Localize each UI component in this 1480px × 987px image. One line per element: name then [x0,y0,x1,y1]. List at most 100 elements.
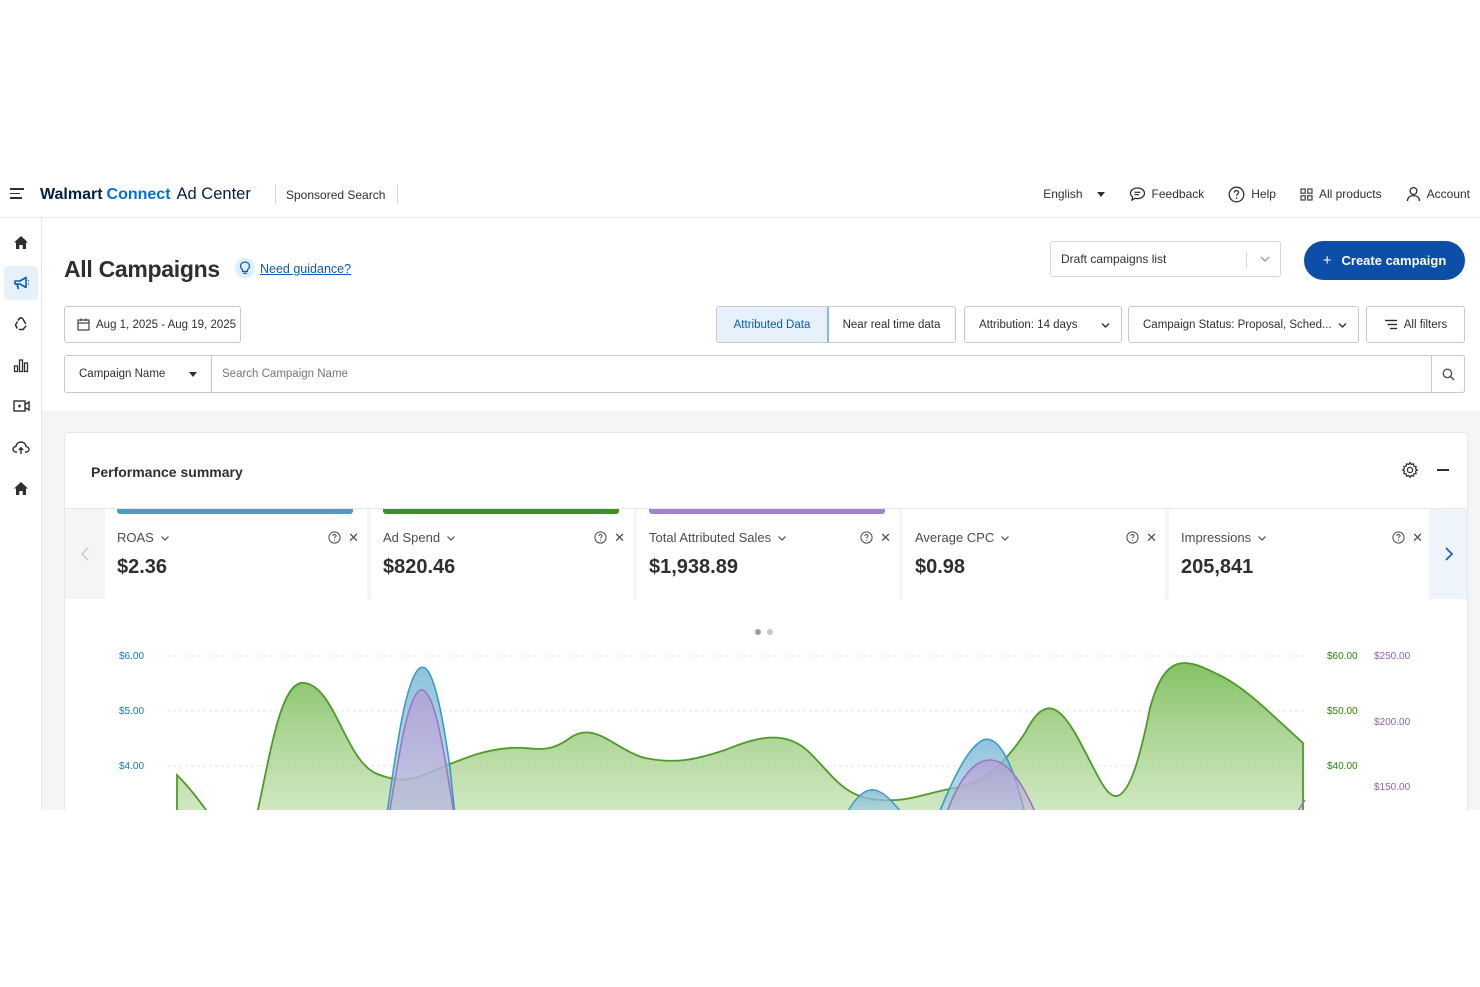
need-guidance-link[interactable]: Need guidance? [260,262,352,276]
top-right-nav: English Feedback Help All products Accou… [1043,170,1470,218]
bar-chart-icon [13,358,29,372]
feedback-label: Feedback [1151,187,1205,201]
metric-value: $2.36 [117,556,168,578]
carousel-next-button[interactable] [1429,509,1467,599]
help-icon[interactable] [1126,531,1139,544]
divider [397,184,398,204]
help-label: Help [1251,187,1276,201]
y-axis-left-tick: $6.00 [119,651,144,662]
help-icon[interactable] [328,531,341,544]
near-real-time-tab[interactable]: Near real time data [842,318,941,331]
close-icon[interactable]: ✕ [880,530,891,545]
feedback-link[interactable]: Feedback [1129,186,1205,202]
y-axis-right-green-tick: $60.00 [1327,651,1358,662]
megaphone-icon [13,276,29,290]
collapse-icon[interactable] [1437,469,1449,471]
sidebar-item-upload[interactable] [4,430,38,464]
close-icon[interactable]: ✕ [614,530,625,545]
create-campaign-button[interactable]: + Create campaign [1304,241,1465,280]
draft-select-label: Draft campaigns list [1061,252,1167,266]
metric-color-bar [117,509,353,514]
sidebar-item-recycle[interactable] [4,307,38,341]
grid-icon [1300,187,1313,201]
draft-campaigns-select[interactable]: Draft campaigns list [1050,241,1281,277]
performance-summary-title: Performance summary [91,464,243,480]
gear-icon[interactable] [1401,461,1419,479]
chevron-down-icon [1001,535,1010,541]
y-axis-left-tick: $5.00 [119,706,144,717]
sales-series-area [389,689,455,810]
data-type-toggle: Attributed Data Near real time data [716,306,956,343]
help-icon[interactable] [594,531,607,544]
menu-icon[interactable] [10,188,24,200]
account-link[interactable]: Account [1406,186,1470,202]
campaign-search-input[interactable] [212,356,1431,392]
metric-label: Total Attributed Sales [649,530,772,545]
language-select[interactable]: English [1043,187,1105,201]
y-axis-right-green-tick: $40.00 [1327,761,1358,772]
search-button[interactable] [1431,356,1464,392]
help-link[interactable]: Help [1228,186,1276,203]
search-type-select[interactable]: Campaign Name [65,356,212,392]
metric-name[interactable]: ROAS [117,530,170,545]
close-icon[interactable]: ✕ [348,530,359,545]
pagination-dot[interactable] [767,629,773,635]
chat-bubble-icon [1129,187,1145,202]
chevron-down-icon [447,535,456,541]
divider [65,508,1467,509]
metric-card-impressions[interactable]: Impressions 205,841 ✕ [1169,509,1431,599]
sales-series-line [1297,799,1306,810]
top-bar: Walmart Connect Ad Center Sponsored Search… [0,170,1480,218]
metric-color-bar [1181,509,1417,514]
metric-name[interactable]: Impressions [1181,530,1267,545]
calendar-icon [77,318,90,331]
sidebar-item-video[interactable] [4,389,38,423]
all-filters-button[interactable]: All filters [1366,306,1465,343]
product-name: Sponsored Search [286,188,386,202]
close-icon[interactable]: ✕ [1146,530,1157,545]
caret-down-icon [1096,191,1105,197]
divider [1165,509,1167,599]
help-icon[interactable] [1392,531,1405,544]
metric-name[interactable]: Average CPC [915,530,1010,545]
y-axis-right-purple-tick: $250.00 [1374,651,1411,662]
metric-card-total-attributed-sales[interactable]: Total Attributed Sales $1,938.89 ✕ [637,509,901,599]
brand-connect: Connect [106,186,171,203]
date-range-picker[interactable]: Aug 1, 2025 - Aug 19, 2025 [64,306,241,343]
sidebar-item-home[interactable] [4,225,38,259]
help-icon[interactable] [860,531,873,544]
divider [367,509,369,599]
metric-value: $1,938.89 [649,556,738,578]
all-products-link[interactable]: All products [1300,187,1382,201]
pagination-dot[interactable] [755,629,761,635]
sidebar [0,218,42,810]
attributed-data-tab[interactable]: Attributed Data [717,307,829,342]
metric-label: Ad Spend [383,530,441,545]
sidebar-item-campaigns[interactable] [4,266,38,300]
performance-chart: $6.00 $5.00 $4.00 $60.00 $50.00 $40.00 $… [119,651,1411,810]
carousel-prev-button[interactable] [65,509,105,599]
sidebar-item-home-2[interactable] [4,471,38,505]
metric-label: Average CPC [915,530,995,545]
metric-value: 205,841 [1181,556,1254,578]
metric-name[interactable]: Ad Spend [383,530,456,545]
help-icon [1228,186,1245,202]
metric-card-ad-spend[interactable]: Ad Spend $820.46 ✕ [371,509,635,599]
ad-spend-series-area [176,662,1304,810]
home-icon [14,235,28,249]
close-icon[interactable]: ✕ [1412,530,1423,545]
performance-summary-card: Performance summary ROAS $2.36 ✕ [64,432,1468,810]
brand-adcenter: Ad Center [176,185,251,203]
select-divider [1246,251,1247,269]
metric-name[interactable]: Total Attributed Sales [649,530,787,545]
metric-card-roas[interactable]: ROAS $2.36 ✕ [105,509,369,599]
chevron-down-icon [1258,535,1267,541]
metric-label: ROAS [117,530,154,545]
attribution-select[interactable]: Attribution: 14 days [964,306,1122,343]
metric-card-average-cpc[interactable]: Average CPC $0.98 ✕ [903,509,1167,599]
campaign-status-select[interactable]: Campaign Status: Proposal, Sched... [1128,306,1359,343]
brand-logo[interactable]: Walmart Connect Ad Center [40,185,251,204]
y-axis-right-purple-tick: $200.00 [1374,717,1411,728]
sidebar-item-reports[interactable] [4,348,38,382]
chevron-right-icon [1445,547,1454,561]
